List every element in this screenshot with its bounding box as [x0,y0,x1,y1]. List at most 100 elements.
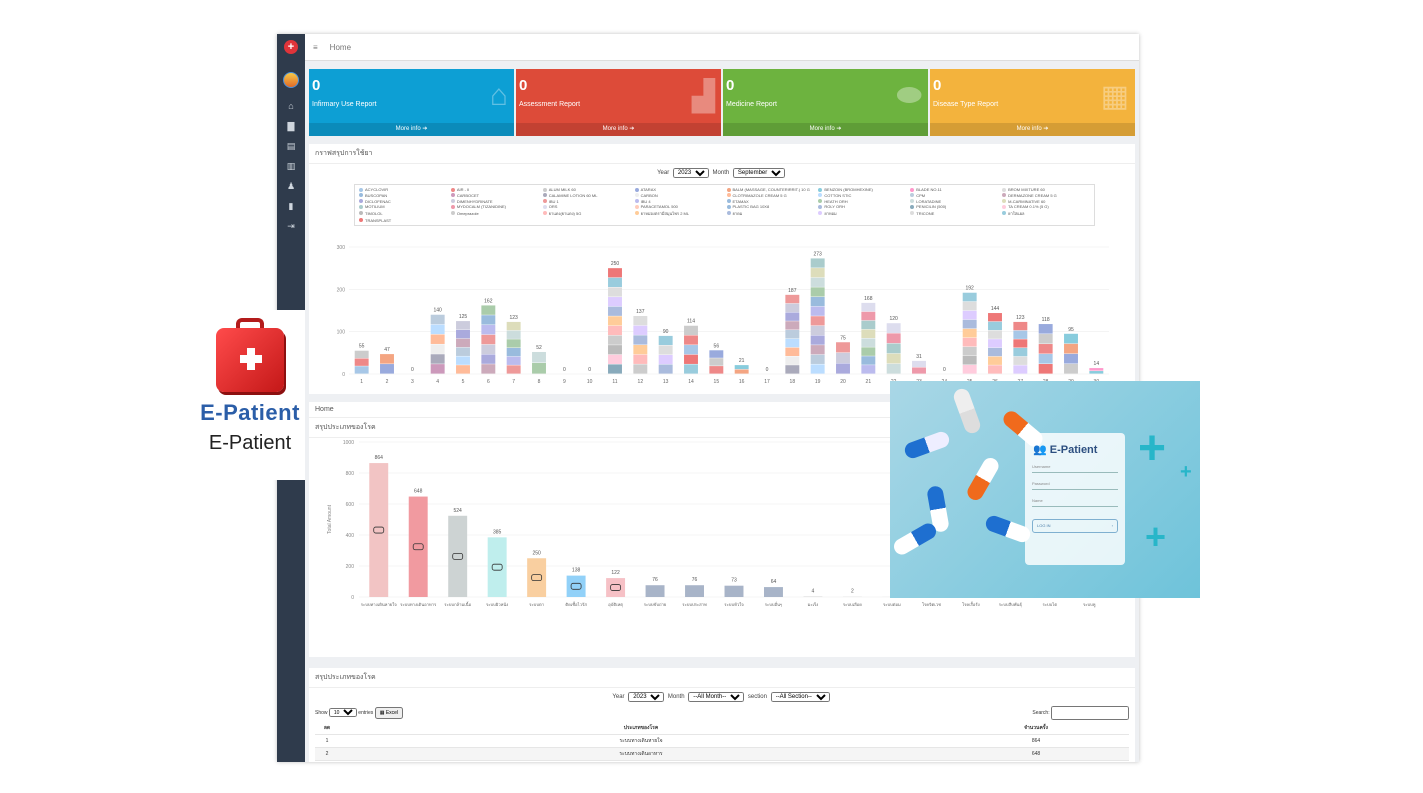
bar-segment[interactable] [988,365,1002,374]
avatar[interactable] [283,72,299,88]
legend-item[interactable]: ยาใสแผล [1002,210,1090,218]
chart-icon[interactable]: ▥ [286,161,296,171]
bar-segment[interactable] [810,325,825,336]
search-input[interactable] [1051,706,1129,720]
bar-segment[interactable] [1089,371,1104,374]
bar-segment[interactable] [456,365,470,374]
bar-segment[interactable] [380,364,394,374]
column-header[interactable]: ประเภทของโรค [339,722,943,735]
legend-item[interactable]: BALM (MASSAGE, COUNTERIRRIT.) 10 G [726,187,815,193]
bar-segment[interactable] [608,354,622,364]
bar-segment[interactable] [785,356,800,365]
bar-segment[interactable] [810,364,825,374]
bar-segment[interactable] [886,343,901,354]
building-icon[interactable]: ▇ [287,121,295,131]
bar-segment[interactable] [684,325,698,335]
month-select[interactable]: --All Month-- [688,692,745,702]
legend-item[interactable]: TA CREAM 0.1% (5 G) [1002,204,1090,210]
bar-segment[interactable] [861,320,876,330]
legend-item[interactable]: DERMAZONE CREAM 5 G [1002,193,1090,199]
bar-segment[interactable] [532,362,546,374]
bar-segment[interactable] [734,369,749,374]
legend-item[interactable]: DICLOFENAC [359,198,447,204]
bar-segment[interactable] [962,346,977,356]
bar-segment[interactable] [1064,333,1078,344]
bar-segment[interactable] [785,303,800,313]
legend-item[interactable]: LORATADINE [910,198,998,204]
legend-item[interactable]: ALUM MILK 60 [542,187,631,193]
bar-segment[interactable] [734,365,749,370]
bar-segment[interactable] [506,356,521,365]
section-select[interactable]: --All Section-- [770,692,830,702]
bar[interactable] [369,463,389,597]
legend-item[interactable]: Omeprazole [450,210,539,218]
legend-item[interactable]: ยาหอม [818,210,906,218]
bar-segment[interactable] [608,364,622,374]
bar[interactable] [408,496,428,597]
bar-segment[interactable] [836,352,850,364]
username-field[interactable]: Username [1032,462,1118,473]
bar-segment[interactable] [810,258,825,268]
bar-segment[interactable] [608,287,622,297]
legend-item[interactable]: IBU 1 [542,198,631,204]
bar-segment[interactable] [684,364,698,374]
month-select[interactable]: September [732,168,785,178]
legend-item[interactable]: TIMOLOL [359,210,447,218]
bar-segment[interactable] [608,297,622,307]
bar-segment[interactable] [988,330,1002,339]
bar-segment[interactable] [506,339,521,348]
legend-item[interactable]: BLADE NO.11 [910,187,998,193]
bar-segment[interactable] [430,334,445,344]
bar-segment[interactable] [810,335,825,345]
bar-segment[interactable] [658,364,673,374]
bar-segment[interactable] [456,321,470,330]
bar-segment[interactable] [1013,365,1028,374]
bar-segment[interactable] [861,347,876,356]
bar-segment[interactable] [430,354,445,364]
bar[interactable] [764,587,783,597]
bar-segment[interactable] [608,345,622,355]
bar-segment[interactable] [785,365,800,374]
bar-segment[interactable] [1064,353,1078,364]
user-icon[interactable]: ♟ [286,181,296,191]
bar-segment[interactable] [456,356,470,365]
legend-item[interactable]: ยาแดง(ยาแดง) 5G [542,210,631,218]
bar-segment[interactable] [861,338,876,347]
legend-item[interactable]: PLASTIC BAG 10X8 [726,204,815,210]
bar[interactable] [527,558,547,597]
legend-item[interactable]: ROLY ORH [818,204,906,210]
bar-segment[interactable] [684,354,698,364]
bar[interactable] [566,575,586,597]
legend-item[interactable]: MOTILIUM [359,204,447,210]
bar-segment[interactable] [1013,347,1028,357]
legend-item[interactable]: ยาดม [726,210,815,218]
bar[interactable] [448,515,468,597]
bar-segment[interactable] [912,367,926,374]
bar[interactable] [724,585,744,597]
bar-segment[interactable] [1038,364,1053,374]
bar-segment[interactable] [354,358,369,366]
legend-item[interactable]: TRICONE [910,210,998,218]
bar-segment[interactable] [810,306,825,316]
bar[interactable] [803,596,823,597]
bar[interactable] [487,537,507,597]
legend-item[interactable]: M-CARMINATIVE 60 [1002,198,1090,204]
bar-segment[interactable] [633,364,648,374]
legend-item[interactable]: IBU 4 [634,198,723,204]
legend-item[interactable]: BUSCOPAN [359,193,447,199]
bar-segment[interactable] [506,321,521,331]
logout-icon[interactable]: ⇥ [287,221,295,231]
bar-segment[interactable] [1038,354,1053,364]
bar-segment[interactable] [810,316,825,326]
bar[interactable] [645,585,665,597]
file-icon[interactable]: ▮ [288,201,294,211]
bar-segment[interactable] [988,356,1002,365]
bar-segment[interactable] [962,301,977,311]
legend-item[interactable]: ACYCLOVIR [359,187,447,193]
breadcrumb[interactable]: Home [309,402,1135,418]
legend-item[interactable]: MYDOCALM (TIZANIDINE) [450,204,539,210]
bar-segment[interactable] [988,313,1002,322]
bar-segment[interactable] [785,330,800,339]
bar-segment[interactable] [506,347,521,357]
bar-segment[interactable] [354,366,369,374]
